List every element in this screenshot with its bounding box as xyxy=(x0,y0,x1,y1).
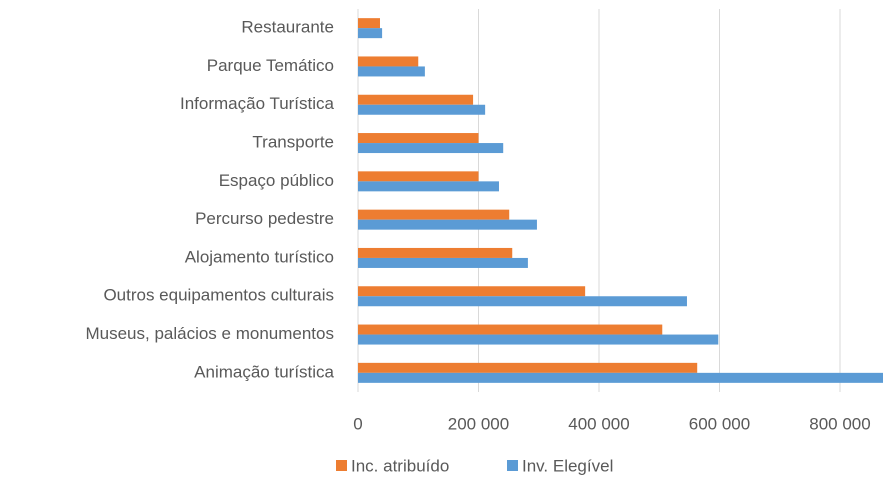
bar xyxy=(358,66,425,77)
y-tick-label: Outros equipamentos culturais xyxy=(103,286,334,305)
bar xyxy=(358,171,479,182)
bar xyxy=(358,257,528,268)
bar xyxy=(358,133,479,144)
y-tick-label: Alojamento turístico xyxy=(185,247,334,266)
bar xyxy=(358,209,510,220)
bar xyxy=(358,296,687,307)
legend-label: Inc. atribuído xyxy=(351,456,449,475)
y-tick-label: Percurso pedestre xyxy=(195,209,334,228)
x-tick-label: 600 000 xyxy=(689,414,750,433)
bar xyxy=(358,247,513,258)
y-tick-label: Transporte xyxy=(252,133,334,152)
x-tick-label: 800 000 xyxy=(809,414,870,433)
bar xyxy=(358,181,499,192)
bar xyxy=(358,362,698,373)
y-tick-label: Animação turística xyxy=(194,362,334,381)
bar xyxy=(358,334,719,345)
bar xyxy=(358,94,474,105)
y-tick-label: Espaço público xyxy=(219,171,334,190)
legend-swatch xyxy=(336,460,347,471)
bar xyxy=(358,56,419,67)
bar xyxy=(358,219,537,230)
bar xyxy=(358,286,586,297)
x-tick-label: 0 xyxy=(353,414,362,433)
bar xyxy=(358,143,504,154)
bar xyxy=(358,324,663,335)
bar xyxy=(358,372,883,383)
legend-swatch xyxy=(507,460,518,471)
legend-label: Inv. Elegível xyxy=(522,456,613,475)
bar xyxy=(358,18,380,29)
y-tick-label: Parque Temático xyxy=(207,56,334,75)
y-tick-label: Restaurante xyxy=(241,18,334,37)
bar xyxy=(358,28,383,39)
bar xyxy=(358,104,486,115)
y-tick-label: Informação Turística xyxy=(180,94,335,113)
x-tick-label: 200 000 xyxy=(448,414,509,433)
y-tick-label: Museus, palácios e monumentos xyxy=(85,324,334,343)
x-tick-label: 400 000 xyxy=(568,414,629,433)
